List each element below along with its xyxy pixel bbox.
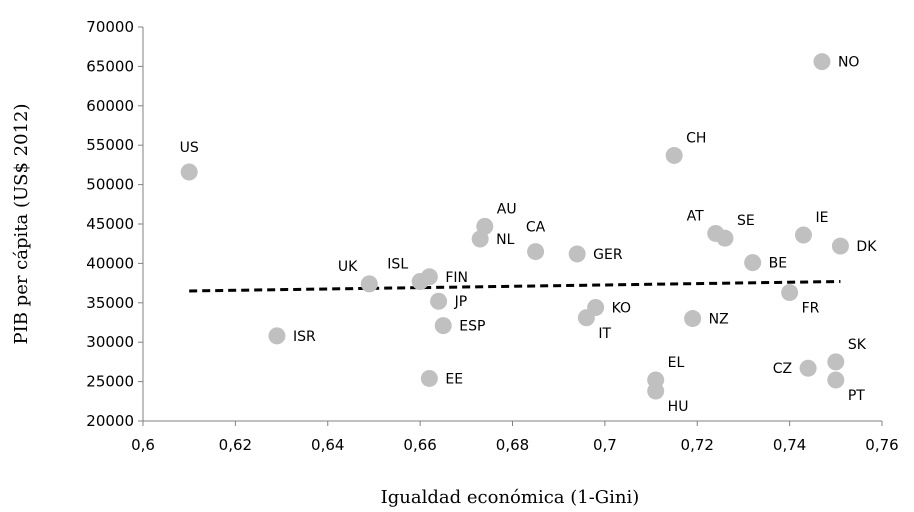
y-tick-label: 45000 bbox=[86, 215, 134, 233]
point-label: NL bbox=[496, 232, 514, 248]
data-point bbox=[827, 371, 845, 389]
data-point bbox=[268, 327, 286, 345]
point-label: HU bbox=[668, 399, 689, 415]
point-label: JP bbox=[454, 294, 468, 310]
point-label: US bbox=[180, 140, 199, 156]
trendline-group bbox=[189, 280, 841, 293]
point-label: CA bbox=[526, 220, 546, 236]
data-point bbox=[527, 243, 545, 261]
point-label: GER bbox=[593, 247, 623, 263]
x-tick-label: 0,66 bbox=[403, 436, 436, 454]
data-point bbox=[360, 275, 378, 293]
point-label: CH bbox=[686, 130, 706, 146]
x-tick-label: 0,7 bbox=[593, 436, 617, 454]
data-point bbox=[577, 309, 595, 327]
point-label: SK bbox=[848, 337, 867, 353]
data-point bbox=[647, 382, 665, 400]
point-label: FR bbox=[802, 301, 820, 317]
data-point bbox=[716, 229, 734, 247]
data-point bbox=[794, 226, 812, 244]
point-label: AT bbox=[687, 208, 704, 224]
point-label: NO bbox=[838, 55, 860, 71]
data-point bbox=[434, 317, 452, 335]
x-tick-label: 0,72 bbox=[681, 436, 714, 454]
point-label: NZ bbox=[709, 312, 729, 328]
point-label: BE bbox=[769, 256, 787, 272]
y-tick-label: 30000 bbox=[86, 333, 134, 351]
y-tick-label: 40000 bbox=[86, 254, 134, 272]
point-label: ESP bbox=[459, 319, 485, 335]
data-point bbox=[781, 284, 799, 302]
data-point bbox=[476, 217, 494, 235]
x-tick-label: 0,6 bbox=[131, 436, 155, 454]
axes: 20000 25000 30000 35000 40000 45000 50000 55000… bbox=[86, 18, 898, 454]
point-label: DK bbox=[856, 239, 877, 255]
x-tick-label: 0,62 bbox=[219, 436, 252, 454]
point-label: CZ bbox=[773, 361, 792, 377]
point-label: ISR bbox=[293, 329, 316, 345]
point-label: UK bbox=[338, 259, 358, 275]
point-label: PT bbox=[848, 388, 865, 404]
point-label: ISL bbox=[387, 257, 408, 273]
data-point bbox=[799, 359, 817, 377]
y-tick-label: 50000 bbox=[86, 176, 134, 194]
data-point bbox=[430, 292, 448, 310]
y-tick-label: 65000 bbox=[86, 57, 134, 75]
data-point bbox=[827, 353, 845, 371]
y-axis-title: PIB per cápita (US$ 2012) bbox=[11, 104, 32, 345]
point-label: SE bbox=[737, 213, 755, 229]
point-label: KO bbox=[612, 301, 631, 317]
y-tick-label: 55000 bbox=[86, 136, 134, 154]
trendline bbox=[189, 280, 841, 293]
x-tick-label: 0,64 bbox=[311, 436, 344, 454]
data-point bbox=[180, 163, 198, 181]
data-point bbox=[568, 245, 586, 263]
x-tick-label: 0,76 bbox=[865, 436, 898, 454]
point-label: AU bbox=[497, 201, 517, 217]
point-label: EL bbox=[668, 355, 685, 371]
x-tick-label: 0,68 bbox=[496, 436, 529, 454]
data-point bbox=[813, 53, 831, 71]
point-label: EE bbox=[445, 371, 463, 387]
point-label: IT bbox=[598, 326, 611, 342]
y-tick-label: 60000 bbox=[86, 97, 134, 115]
data-point bbox=[744, 254, 762, 272]
point-label: FIN bbox=[445, 270, 468, 286]
data-point bbox=[420, 268, 438, 286]
y-tick-label: 35000 bbox=[86, 294, 134, 312]
x-tick-label: 0,74 bbox=[773, 436, 806, 454]
y-tick-label: 70000 bbox=[86, 18, 134, 36]
point-label: IE bbox=[815, 210, 828, 226]
data-point bbox=[684, 310, 702, 328]
x-axis-title: Igualdad económica (1-Gini) bbox=[381, 487, 640, 508]
data-point bbox=[831, 237, 849, 255]
y-tick-label: 20000 bbox=[86, 412, 134, 430]
data-point bbox=[420, 369, 438, 387]
points-group bbox=[180, 53, 849, 400]
data-point bbox=[665, 146, 683, 164]
y-tick-label: 25000 bbox=[86, 373, 134, 391]
